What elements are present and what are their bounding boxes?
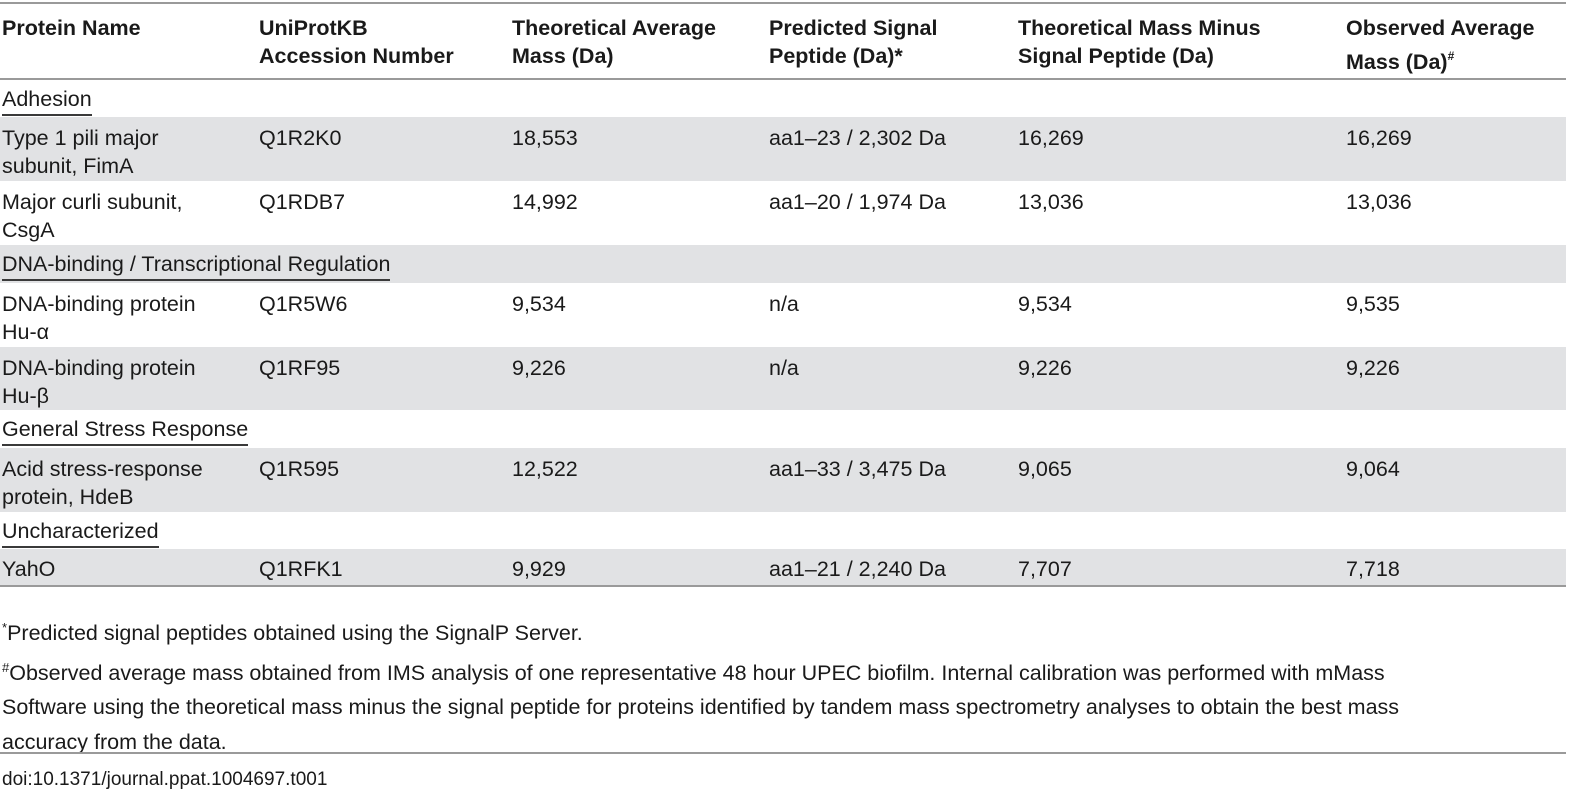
cell-theoretical-mass: 18,553 [512, 126, 578, 150]
table-row: Type 1 pili major subunit, FimA Q1R2K0 18… [0, 117, 1566, 181]
table-row: DNA-binding protein Hu-α Q1R5W6 9,534 n/a… [0, 283, 1566, 347]
cell-accession: Q1R5W6 [259, 292, 348, 316]
cell-signal-peptide: aa1–21 / 2,240 Da [769, 557, 946, 581]
section-title: Adhesion [2, 86, 92, 116]
cell-observed-mass: 9,226 [1346, 356, 1400, 380]
cell-mass-minus-signal: 16,269 [1018, 126, 1084, 150]
cell-signal-peptide: aa1–23 / 2,302 Da [769, 126, 946, 150]
cell-mass-minus-signal: 7,707 [1018, 557, 1072, 581]
header-signal-peptide: Predicted Signal Peptide (Da)* [769, 16, 938, 68]
cell-accession: Q1RDB7 [259, 190, 346, 214]
cell-theoretical-mass: 9,929 [512, 557, 566, 581]
section-title: General Stress Response [2, 416, 249, 446]
section-row-dna-binding: DNA-binding / Transcriptional Regulation [0, 245, 1566, 283]
cell-observed-mass: 9,535 [1346, 292, 1400, 316]
table-header: Protein Name UniProtKB Accession Number … [0, 0, 1566, 78]
footnote-observed-mass: #Observed average mass obtained from IMS… [2, 659, 1400, 754]
table-top-rule [0, 2, 1566, 4]
section-title: DNA-binding / Transcriptional Regulation [2, 251, 391, 281]
cell-protein-name: DNA-binding protein Hu-α [2, 292, 196, 344]
cell-observed-mass: 9,064 [1346, 457, 1400, 481]
cell-signal-peptide: n/a [769, 292, 799, 316]
footnote-signal-peptide: *Predicted signal peptides obtained usin… [2, 620, 583, 645]
cell-signal-peptide: aa1–20 / 1,974 Da [769, 190, 946, 214]
cell-signal-peptide: aa1–33 / 3,475 Da [769, 457, 946, 481]
header-protein-name: Protein Name [2, 16, 141, 40]
table-footnotes: *Predicted signal peptides obtained usin… [2, 611, 1564, 759]
cell-mass-minus-signal: 9,065 [1018, 457, 1072, 481]
cell-accession: Q1R595 [259, 457, 340, 481]
table-row: Acid stress-response protein, HdeB Q1R595… [0, 448, 1566, 512]
cell-accession: Q1RF95 [259, 356, 341, 380]
cell-mass-minus-signal: 13,036 [1018, 190, 1084, 214]
cell-protein-name: YahO [2, 557, 56, 581]
section-row-uncharacterized: Uncharacterized [0, 512, 1566, 549]
cell-theoretical-mass: 9,534 [512, 292, 566, 316]
table-row: YahO Q1RFK1 9,929 aa1–21 / 2,240 Da 7,70… [0, 549, 1566, 585]
cell-protein-name: Major curli subunit, CsgA [2, 190, 183, 242]
cell-observed-mass: 7,718 [1346, 557, 1400, 581]
footnote-bottom-rule [0, 752, 1566, 754]
section-title: Uncharacterized [2, 518, 159, 548]
section-row-adhesion: Adhesion [0, 80, 1566, 117]
table-row: Major curli subunit, CsgA Q1RDB7 14,992 a… [0, 181, 1566, 245]
cell-theoretical-mass: 14,992 [512, 190, 578, 214]
header-mass-minus-signal: Theoretical Mass Minus Signal Peptide (D… [1018, 16, 1261, 68]
header-accession: UniProtKB Accession Number [259, 16, 454, 68]
cell-theoretical-mass: 12,522 [512, 457, 578, 481]
cell-accession: Q1RFK1 [259, 557, 343, 581]
cell-mass-minus-signal: 9,226 [1018, 356, 1072, 380]
cell-observed-mass: 16,269 [1346, 126, 1412, 150]
cell-theoretical-mass: 9,226 [512, 356, 566, 380]
cell-protein-name: Acid stress-response protein, HdeB [2, 457, 203, 509]
header-theoretical-mass: Theoretical Average Mass (Da) [512, 16, 716, 68]
header-observed-mass: Observed Average Mass (Da)# [1346, 16, 1535, 74]
cell-signal-peptide: n/a [769, 356, 799, 380]
header-bottom-rule [0, 78, 1566, 80]
doi-text: doi:10.1371/journal.ppat.1004697.t001 [2, 769, 328, 790]
table-row: DNA-binding protein Hu-β Q1RF95 9,226 n/a… [0, 347, 1566, 410]
section-row-stress-response: General Stress Response [0, 410, 1566, 448]
table-bottom-rule [0, 585, 1566, 587]
footnote-mark: # [2, 659, 10, 675]
footnote-mark: * [2, 620, 8, 635]
header-observed-footnote-mark: # [1447, 49, 1455, 63]
cell-mass-minus-signal: 9,534 [1018, 292, 1072, 316]
cell-accession: Q1R2K0 [259, 126, 342, 150]
cell-observed-mass: 13,036 [1346, 190, 1412, 214]
cell-protein-name: DNA-binding protein Hu-β [2, 356, 196, 408]
cell-protein-name: Type 1 pili major subunit, FimA [2, 126, 159, 178]
